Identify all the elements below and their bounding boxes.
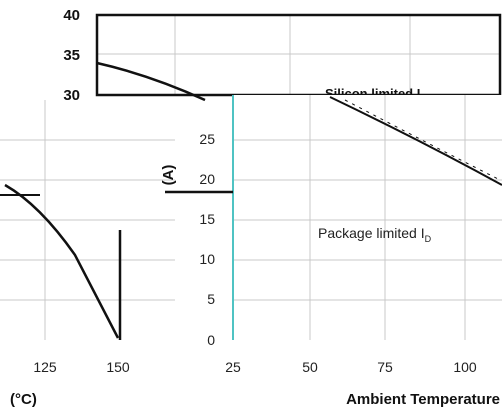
right-yaxis-title: (A) xyxy=(160,165,177,186)
right-ytick: 20 xyxy=(199,171,215,187)
left-gridlines xyxy=(0,100,175,340)
bg-gridlines xyxy=(97,15,500,95)
bg-ytick: 35 xyxy=(63,47,80,64)
right-ytick: 15 xyxy=(199,211,215,227)
right-panel: 0 5 10 15 20 25 (A) 25 50 75 100 Package… xyxy=(160,95,502,408)
right-ytick: 25 xyxy=(199,131,215,147)
left-xtick: 150 xyxy=(106,359,130,375)
package-limited-label: Package limited ID xyxy=(318,225,432,244)
right-ytick: 10 xyxy=(199,251,215,267)
left-xaxis-title: (°C) xyxy=(10,391,37,408)
right-series-line xyxy=(329,96,502,186)
right-ytick: 5 xyxy=(207,291,215,307)
right-xtick: 75 xyxy=(377,359,393,375)
package-limited-subscript: D xyxy=(425,234,432,244)
bg-ytick: 30 xyxy=(63,87,80,104)
right-xtick: 25 xyxy=(225,359,241,375)
left-panel: 125 150 (°C) xyxy=(0,100,175,408)
bg-series-line xyxy=(96,61,206,102)
left-series-line xyxy=(4,183,120,339)
bg-ytick: 40 xyxy=(63,7,80,24)
right-ytick: 0 xyxy=(207,332,215,348)
right-xtick: 50 xyxy=(302,359,318,375)
right-xtick: 100 xyxy=(453,359,477,375)
right-gridlines xyxy=(233,95,502,340)
left-xtick: 125 xyxy=(33,359,57,375)
left-panel-bg xyxy=(0,100,175,350)
right-xaxis-title: Ambient Temperature xyxy=(346,391,500,408)
right-series-hatching xyxy=(344,99,501,181)
bg-plot-frame xyxy=(95,13,502,97)
package-limited-text: Package limited I xyxy=(318,225,425,241)
